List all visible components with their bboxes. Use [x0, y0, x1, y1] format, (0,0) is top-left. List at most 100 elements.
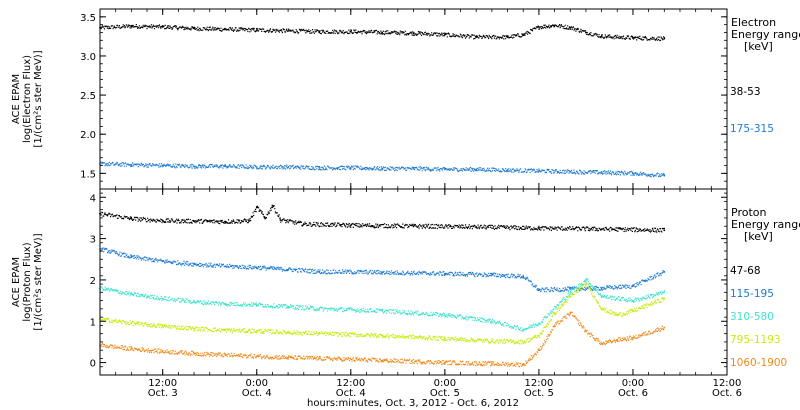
- data-point: [506, 169, 509, 172]
- data-point: [663, 297, 666, 300]
- legend-entry-electron: 38-53: [730, 86, 761, 98]
- data-point: [318, 332, 321, 335]
- data-point: [616, 339, 619, 341]
- x-tick-label-date: Oct. 5: [524, 388, 554, 399]
- legend-title: Energy ranges: [731, 28, 800, 41]
- data-point: [193, 27, 196, 30]
- plot-frame-electron: [99, 8, 728, 190]
- data-point: [569, 312, 572, 314]
- data-point: [538, 322, 540, 325]
- legend-title: Electron: [731, 16, 776, 29]
- series-electron-38-53: [99, 24, 666, 42]
- data-point: [161, 297, 164, 300]
- data-point: [522, 328, 525, 331]
- y-axis-label: log(Proton Flux): [22, 242, 33, 321]
- data-point: [522, 341, 525, 343]
- data-point: [255, 303, 258, 306]
- data-point: [255, 266, 258, 269]
- data-point: [224, 354, 227, 357]
- x-tick-label-date: Oct. 6: [618, 388, 648, 399]
- y-tick-label: 3.5: [80, 13, 96, 24]
- data-point: [130, 348, 133, 350]
- plot-frame-proton: [99, 188, 728, 376]
- data-point: [522, 33, 525, 36]
- data-point: [130, 322, 133, 325]
- data-point: [522, 275, 525, 278]
- legend-entry-proton: 1060-1900: [730, 357, 787, 369]
- data-point: [600, 308, 603, 310]
- data-point: [224, 265, 227, 268]
- data-point: [130, 256, 133, 259]
- data-point: [600, 295, 603, 298]
- data-point: [444, 33, 446, 36]
- series-electron-175-315: [99, 161, 666, 178]
- x-axis-title: hours:minutes, Oct. 3, 2012 - Oct. 6, 20…: [307, 398, 519, 409]
- legend-entry-electron: 175-315: [730, 123, 774, 135]
- data-point: [287, 356, 289, 359]
- legend-title: [keV]: [744, 40, 773, 53]
- data-point: [444, 272, 446, 275]
- data-point: [287, 30, 289, 32]
- data-point: [444, 337, 446, 340]
- data-point: [663, 229, 666, 232]
- data-point: [193, 165, 196, 168]
- data-point: [224, 28, 227, 31]
- data-point: [255, 206, 258, 209]
- legend-entry-proton: 115-195: [730, 288, 774, 300]
- data-point: [585, 283, 587, 285]
- data-point: [287, 331, 289, 334]
- x-tick-label-date: Oct. 4: [242, 388, 272, 399]
- legend-title: [keV]: [744, 230, 773, 243]
- series-dots-proton-4: [100, 311, 665, 368]
- data-point: [632, 37, 634, 39]
- data-point: [161, 219, 164, 222]
- y-tick-label: 2.0: [80, 130, 96, 141]
- data-point: [491, 274, 493, 276]
- series-dots-proton-1: [100, 247, 665, 293]
- data-point: [381, 167, 384, 170]
- y-tick-label: 1.5: [80, 169, 96, 180]
- data-point: [381, 334, 384, 337]
- data-point: [224, 220, 227, 223]
- data-point: [193, 300, 196, 303]
- x-tick-label-date: Oct. 4: [336, 388, 366, 399]
- x-tick-label-date: Oct. 3: [148, 388, 178, 399]
- data-point: [381, 31, 384, 34]
- data-point: [287, 305, 289, 308]
- chart-axes: [99, 8, 728, 376]
- data-point: [569, 170, 572, 173]
- data-point: [538, 349, 540, 352]
- data-point: [193, 352, 196, 355]
- data-point: [632, 299, 634, 302]
- data-point: [130, 293, 133, 296]
- data-point: [349, 167, 352, 169]
- data-point: [318, 30, 321, 33]
- y-tick-label: 4: [90, 193, 96, 204]
- data-point: [287, 268, 289, 271]
- data-point: [248, 219, 250, 222]
- data-point: [161, 325, 164, 328]
- data-point: [663, 291, 666, 294]
- series-proton-115-195: [99, 247, 666, 293]
- y-tick-label: 2: [90, 276, 96, 287]
- data-point: [381, 271, 384, 274]
- data-point: [600, 35, 603, 38]
- data-point: [632, 336, 634, 339]
- legend-entry-proton: 310-580: [730, 311, 774, 323]
- data-point: [491, 362, 493, 365]
- data-point: [255, 355, 258, 358]
- x-tick-label-time: 12:00: [336, 378, 365, 389]
- y-tick-label: 2.5: [80, 91, 96, 102]
- data-point: [349, 30, 352, 33]
- data-point: [538, 289, 540, 292]
- data-point: [475, 36, 478, 39]
- data-point: [444, 314, 446, 316]
- data-point: [130, 25, 133, 28]
- data-point: [553, 324, 556, 327]
- series-proton-310-580: [99, 278, 666, 332]
- data-point: [585, 279, 587, 281]
- data-point: [349, 224, 352, 227]
- data-point: [279, 219, 282, 221]
- data-point: [538, 227, 540, 230]
